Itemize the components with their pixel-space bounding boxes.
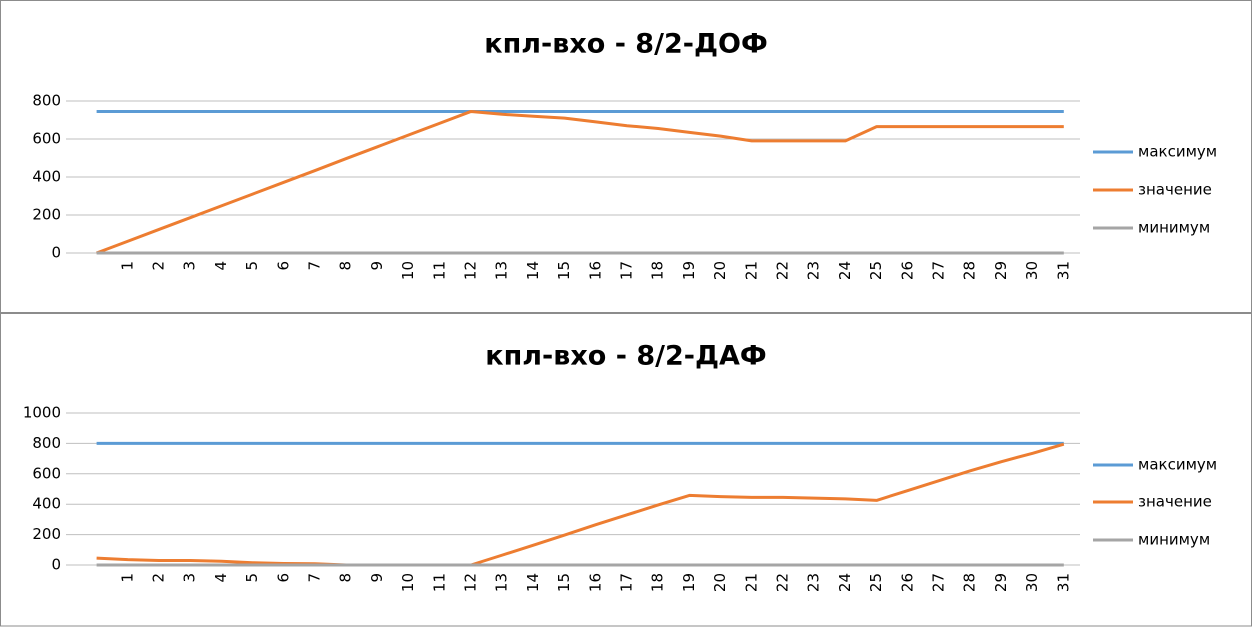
x-tick-label: 17 [618, 261, 636, 280]
x-tick-label: 20 [711, 573, 729, 592]
x-tick-label: 6 [274, 573, 292, 583]
x-tick-label: 16 [586, 261, 604, 280]
x-tick-label: 30 [1023, 261, 1041, 280]
x-tick-label: 4 [212, 573, 230, 583]
x-tick-label: 22 [774, 573, 792, 592]
x-tick-label: 19 [680, 573, 698, 592]
y-tick-label: 400 [32, 168, 61, 186]
x-tick-label: 22 [774, 261, 792, 280]
x-tick-label: 24 [836, 261, 854, 280]
x-tick-label: 15 [555, 573, 573, 592]
y-tick-label: 600 [32, 464, 61, 482]
x-tick-label: 16 [586, 573, 604, 592]
x-tick-label: 19 [680, 261, 698, 280]
x-tick-label: 18 [649, 261, 667, 280]
x-tick-label: 26 [898, 573, 916, 592]
x-tick-label: 14 [524, 261, 542, 280]
x-tick-label: 12 [462, 261, 480, 280]
x-tick-label: 1 [118, 573, 136, 583]
legend-label: значение [1138, 493, 1212, 511]
y-tick-label: 800 [32, 92, 61, 110]
chart-frame [0, 313, 1252, 627]
x-tick-label: 18 [649, 573, 667, 592]
x-tick-label: 5 [243, 573, 261, 583]
x-tick-label: 6 [274, 261, 292, 271]
x-tick-label: 25 [867, 573, 885, 592]
x-tick-label: 10 [399, 573, 417, 592]
x-tick-label: 23 [805, 261, 823, 280]
x-tick-label: 10 [399, 261, 417, 280]
x-tick-label: 30 [1023, 573, 1041, 592]
x-tick-label: 13 [493, 573, 511, 592]
x-tick-label: 26 [898, 261, 916, 280]
chart-title: кпл-вхо - 8/2-ДОФ [484, 29, 767, 60]
y-tick-label: 0 [51, 556, 61, 574]
x-tick-label: 29 [992, 573, 1010, 592]
x-tick-label: 27 [930, 573, 948, 592]
legend-label: минимум [1138, 531, 1210, 549]
series-line [96, 442, 1065, 567]
x-tick-label: 24 [836, 573, 854, 592]
x-tick-label: 12 [462, 573, 480, 592]
x-tick-label: 2 [150, 261, 168, 271]
x-tick-label: 31 [1054, 573, 1072, 592]
x-tick-label: 11 [430, 261, 448, 280]
x-tick-label: 28 [961, 261, 979, 280]
legend-label: минимум [1138, 219, 1210, 237]
y-tick-label: 1000 [23, 404, 61, 422]
x-tick-label: 7 [306, 573, 324, 583]
x-tick-label: 9 [368, 261, 386, 271]
x-tick-label: 28 [961, 573, 979, 592]
x-tick-label: 2 [150, 573, 168, 583]
x-tick-label: 8 [337, 261, 355, 271]
y-tick-label: 0 [51, 244, 61, 262]
x-tick-label: 11 [430, 573, 448, 592]
x-tick-label: 27 [930, 261, 948, 280]
y-tick-label: 400 [32, 495, 61, 513]
x-tick-label: 15 [555, 261, 573, 280]
chart-title: кпл-вхо - 8/2-ДАФ [485, 341, 766, 372]
x-tick-label: 31 [1054, 261, 1072, 280]
y-tick-label: 800 [32, 434, 61, 452]
y-tick-label: 200 [32, 206, 61, 224]
x-tick-label: 13 [493, 261, 511, 280]
x-tick-label: 21 [742, 573, 760, 592]
x-tick-label: 4 [212, 261, 230, 271]
x-tick-label: 5 [243, 261, 261, 271]
series-line [96, 109, 1064, 255]
x-tick-label: 9 [368, 573, 386, 583]
x-tick-label: 3 [181, 573, 199, 583]
x-tick-label: 25 [867, 261, 885, 280]
x-tick-label: 17 [618, 573, 636, 592]
legend-label: максимум [1138, 143, 1217, 161]
x-tick-label: 8 [337, 573, 355, 583]
x-tick-label: 3 [181, 261, 199, 271]
x-tick-label: 7 [306, 261, 324, 271]
x-tick-label: 23 [805, 573, 823, 592]
y-tick-label: 600 [32, 130, 61, 148]
legend-label: значение [1138, 181, 1212, 199]
legend-label: максимум [1138, 456, 1217, 474]
x-tick-label: 20 [711, 261, 729, 280]
x-tick-label: 14 [524, 573, 542, 592]
chart-frame [0, 0, 1252, 313]
x-tick-label: 1 [118, 261, 136, 271]
x-tick-label: 29 [992, 261, 1010, 280]
x-tick-label: 21 [742, 261, 760, 280]
y-tick-label: 200 [32, 525, 61, 543]
